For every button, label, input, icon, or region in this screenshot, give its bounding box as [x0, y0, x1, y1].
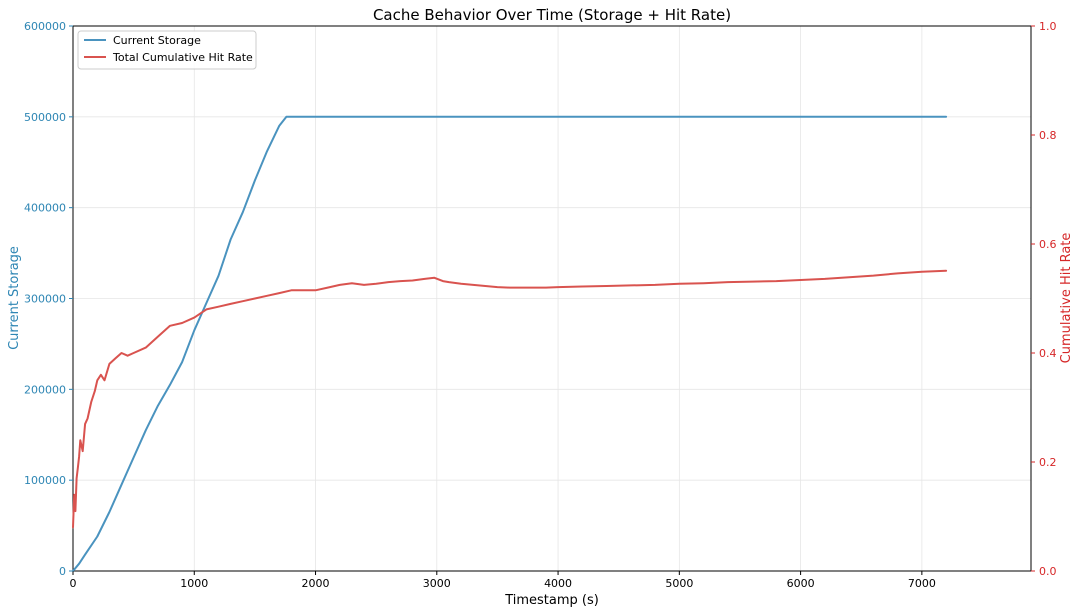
y-left-tick-label: 200000: [24, 383, 66, 396]
legend: Current Storage Total Cumulative Hit Rat…: [77, 30, 257, 70]
x-axis-label: Timestamp (s): [504, 593, 599, 608]
y-left-tick-label: 100000: [24, 474, 66, 487]
series-layer: [72, 115, 948, 572]
legend-label-current-storage: Current Storage: [113, 34, 201, 47]
y-right-tick-label: 0.0: [1039, 565, 1057, 578]
series-line-current-storage: [72, 115, 948, 572]
y-axis-left-label: Current Storage: [7, 246, 22, 350]
legend-box: [77, 30, 257, 70]
x-axis: 0 1000 2000 3000 4000 5000 6000 7000: [70, 571, 936, 590]
chart-title: Cache Behavior Over Time (Storage + Hit …: [373, 6, 731, 24]
x-tick-label: 5000: [665, 577, 693, 590]
y-left-tick-label: 600000: [24, 20, 66, 33]
x-tick-label: 0: [70, 577, 77, 590]
y-axis-left: 0 100000 200000 300000 400000 500000 600000: [24, 20, 73, 578]
y-left-tick-label: 500000: [24, 111, 66, 124]
y-right-tick-label: 0.8: [1039, 129, 1057, 142]
legend-label-hit-rate: Total Cumulative Hit Rate: [112, 51, 253, 64]
grid: [72, 25, 1031, 572]
x-tick-label: 3000: [423, 577, 451, 590]
x-tick-label: 2000: [302, 577, 330, 590]
x-tick-label: 7000: [908, 577, 936, 590]
y-right-tick-label: 0.6: [1039, 238, 1057, 251]
y-left-tick-label: 400000: [24, 202, 66, 215]
y-right-tick-label: 1.0: [1039, 20, 1057, 33]
y-axis-right: 0.0 0.2 0.4 0.6 0.8 1.0: [1031, 20, 1057, 578]
y-left-tick-label: 0: [59, 565, 66, 578]
series-line-hit-rate: [72, 269, 948, 529]
y-left-tick-label: 300000: [24, 293, 66, 306]
y-right-tick-label: 0.2: [1039, 456, 1057, 469]
x-tick-label: 4000: [544, 577, 572, 590]
x-tick-label: 6000: [787, 577, 815, 590]
x-tick-label: 1000: [180, 577, 208, 590]
y-axis-right-label: Cumulative Hit Rate: [1059, 233, 1074, 364]
y-right-tick-label: 0.4: [1039, 347, 1057, 360]
